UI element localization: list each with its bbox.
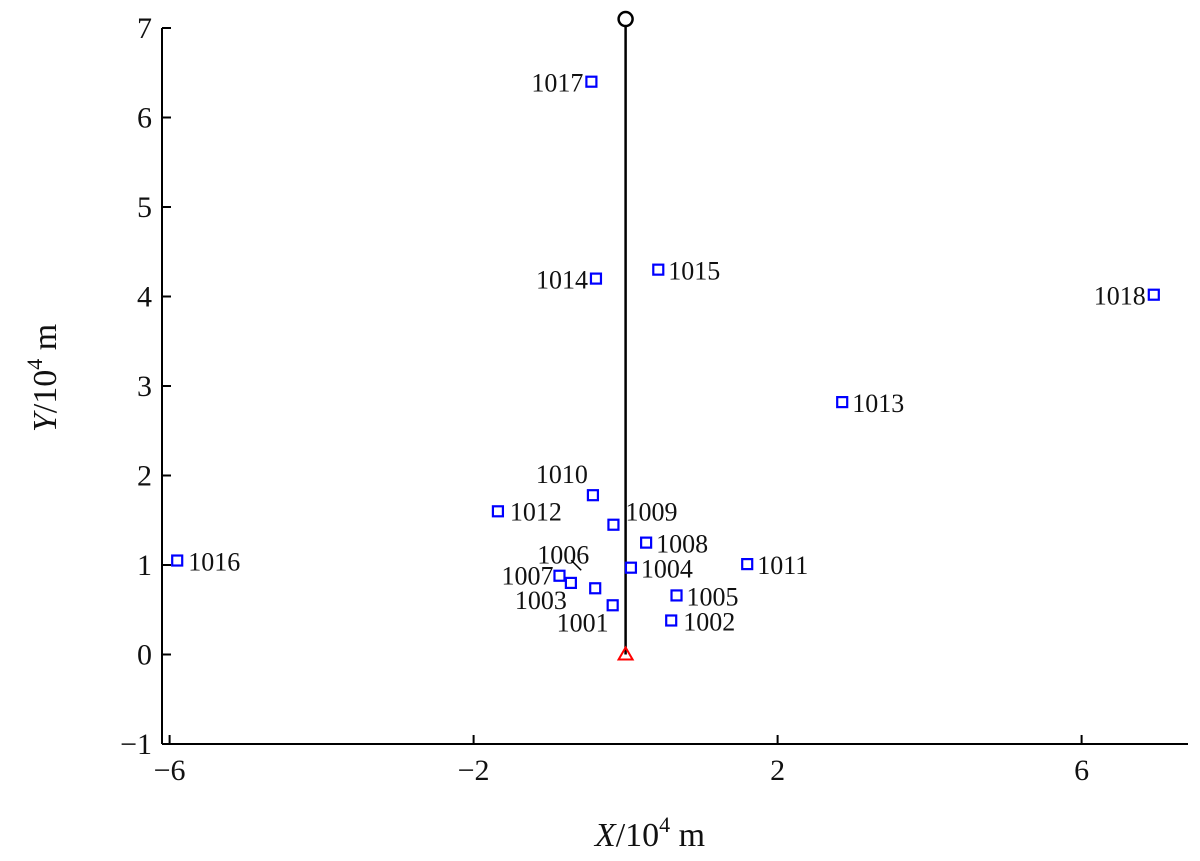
data-point-1002: [665, 614, 678, 627]
point-label-1001: 1001: [557, 608, 609, 637]
y-tick-label: 4: [137, 281, 152, 314]
data-point-1003: [564, 576, 577, 590]
point-label-1002: 1002: [683, 607, 735, 636]
point-label-1018: 1018: [1094, 282, 1146, 311]
data-point-1016: [171, 554, 184, 567]
y-axis-title-base: 10: [27, 370, 64, 404]
top-circle-marker: [617, 10, 634, 28]
x-tick-label: −2: [458, 754, 490, 787]
origin-triangle-marker: [616, 645, 635, 661]
y-tick-label: 5: [137, 191, 152, 224]
data-point-1017: [585, 75, 598, 88]
point-label-1010: 1010: [536, 460, 588, 489]
x-tick-label: −6: [154, 754, 186, 787]
point-label-1016: 1016: [188, 548, 240, 577]
axes: [161, 28, 1188, 745]
point-label-1014: 1014: [536, 266, 588, 295]
y-ticks: −1 0 1 2 3 4 5 6 7: [120, 12, 171, 761]
point-label-1015: 1015: [668, 257, 720, 286]
x-axis-title-base: 10: [625, 817, 659, 854]
x-tick-label: 2: [770, 754, 785, 787]
x-axis-title-sep: /: [616, 817, 626, 854]
data-point-1013: [836, 396, 849, 409]
point-label-1011: 1011: [757, 551, 808, 580]
x-ticks: −6 −2 2 6: [154, 735, 1089, 787]
point-label-1006: 1006: [537, 540, 589, 569]
point-label-1012: 1012: [510, 497, 562, 526]
y-tick-label: 6: [137, 102, 152, 135]
y-tick-label: 1: [137, 549, 152, 582]
data-point-1006: [589, 582, 602, 595]
data-point-1005: [670, 589, 683, 602]
data-point-1004: [624, 561, 638, 574]
label-leader-1006: [570, 559, 582, 571]
x-axis-title-unit: m: [670, 817, 705, 854]
data-point-1009: [607, 518, 620, 531]
data-point-1014: [589, 272, 603, 285]
data-point-1010: [586, 489, 600, 502]
point-label-1009: 1009: [625, 498, 677, 527]
y-tick-label: 0: [137, 639, 152, 672]
point-labels: 1001 100210031004100510061007100810091010…: [188, 69, 1146, 638]
point-label-1005: 1005: [687, 582, 739, 611]
point-label-1017: 1017: [531, 69, 583, 98]
data-point-1012: [491, 505, 505, 518]
y-axis-title: Y/104 m: [22, 324, 64, 432]
point-label-1003: 1003: [515, 586, 567, 615]
y-axis-title-sep: /: [27, 403, 64, 413]
data-point-1018: [1147, 288, 1160, 301]
x-axis-title-var: X: [593, 817, 617, 854]
y-axis-title-var: Y: [27, 410, 64, 432]
data-point-1001: [606, 599, 619, 612]
y-axis-title-exp: 4: [22, 359, 47, 370]
data-point-1008: [640, 536, 653, 549]
point-label-1013: 1013: [852, 389, 904, 418]
data-point-1011: [741, 558, 754, 571]
y-tick-label: 2: [137, 460, 152, 493]
y-tick-label: 3: [137, 370, 152, 403]
vertical-line-series: [616, 10, 635, 661]
point-label-1008: 1008: [656, 530, 708, 559]
y-axis-title-unit: m: [27, 324, 64, 359]
x-tick-label: 6: [1074, 754, 1089, 787]
data-points: [171, 75, 1160, 627]
y-tick-label: 7: [137, 12, 152, 45]
point-label-1007: 1007: [501, 562, 553, 591]
data-point-1015: [652, 263, 665, 276]
x-axis-title-exp: 4: [659, 812, 670, 837]
x-axis-title: X/104 m: [593, 812, 705, 854]
point-label-1004: 1004: [641, 555, 693, 584]
y-tick-label: −1: [120, 728, 152, 761]
data-point-1007: [553, 569, 566, 582]
